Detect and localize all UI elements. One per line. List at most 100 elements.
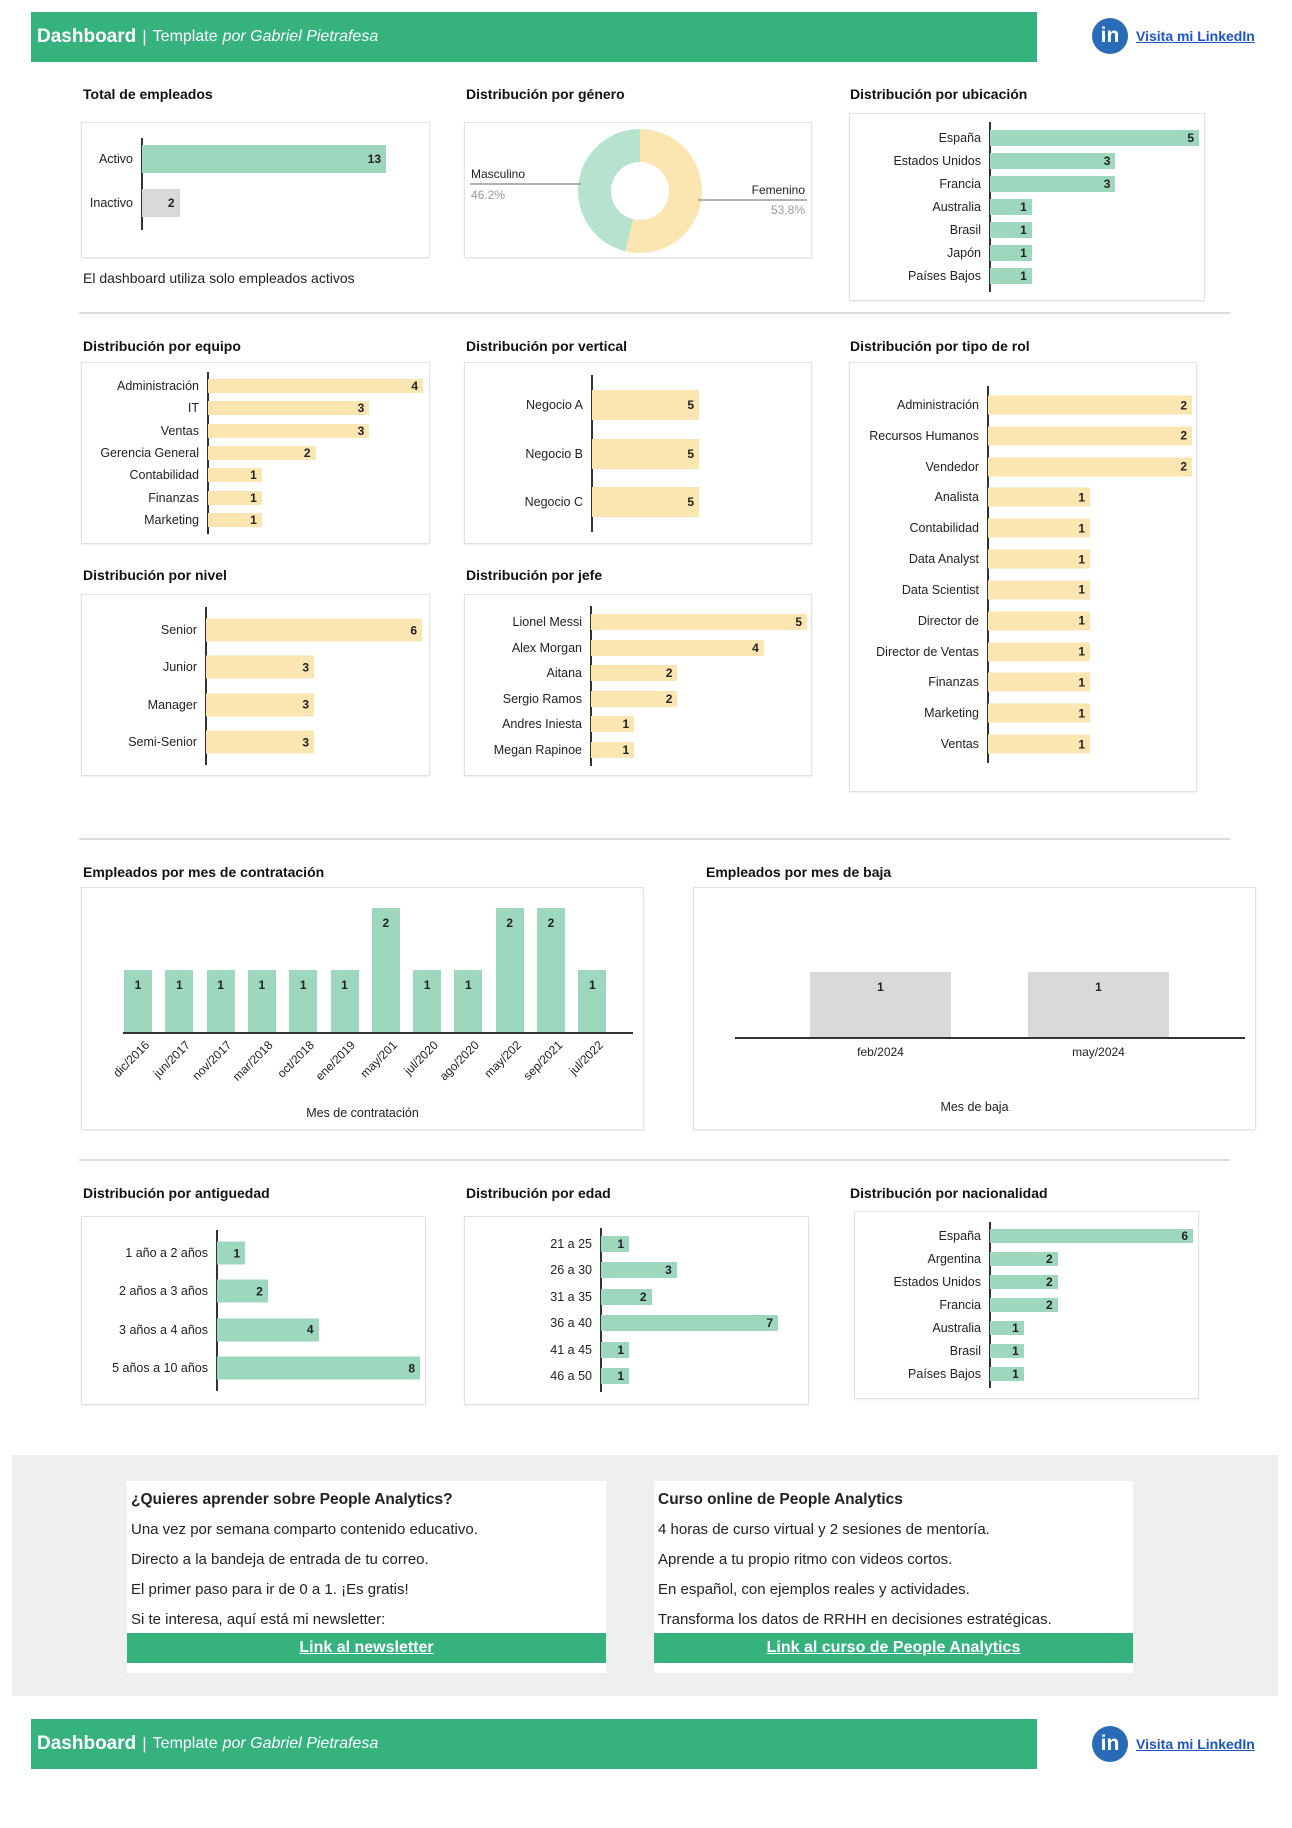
y-axis-line: [216, 1230, 218, 1391]
linkedin-link-label[interactable]: Visita mi LinkedIn: [1136, 1736, 1255, 1752]
bar: 1: [591, 716, 635, 733]
header-separator: |: [142, 27, 147, 46]
category-label: 5 años a 10 años: [112, 1361, 208, 1375]
newsletter-line: Directo a la bandeja de entrada de tu co…: [131, 1551, 429, 1568]
bar-value-label: 6: [1181, 1229, 1188, 1243]
bar-value-label: 6: [410, 623, 417, 637]
bar: 1: [988, 580, 1090, 600]
category-label: 26 a 30: [550, 1263, 592, 1278]
category-label: Data Scientist: [901, 582, 979, 597]
x-axis-title: Mes de contratación: [306, 1106, 419, 1120]
title-edad: Distribución por edad: [466, 1185, 611, 1201]
x-tick-label: nov/2017: [189, 1038, 235, 1083]
bar: 1: [454, 970, 483, 1032]
bar-value-label: 2: [1180, 428, 1187, 443]
bar: 5: [591, 614, 807, 630]
category-label: Activo: [98, 152, 133, 166]
category-label: Junior: [162, 660, 197, 675]
bar-value-label: 1: [1012, 1344, 1019, 1358]
bar-value-label: 2: [665, 691, 673, 706]
bar-value-label: 2: [1180, 398, 1187, 412]
x-tick-label: jul/2022: [566, 1038, 607, 1078]
category-label: Gerencia General: [100, 446, 199, 460]
category-label: Ventas: [160, 423, 199, 438]
newsletter-line: El primer paso para ir de 0 a 1. ¡Es gra…: [131, 1581, 409, 1598]
bar-value-label: 5: [687, 446, 694, 461]
chart-nacionalidad: España 6 Argentina 2 Estados Unidos 2 Francia 2…: [854, 1211, 1199, 1399]
course-line: Aprende a tu propio ritmo con videos cor…: [658, 1551, 953, 1568]
pct-femenino: 53.8%: [770, 203, 805, 217]
chart-genero: Masculino 46.2% Femenino 53.8%: [464, 122, 812, 258]
pct-masculino: 46.2%: [471, 188, 506, 202]
y-axis-line: [207, 372, 209, 534]
bar: 1: [988, 642, 1090, 662]
donut-slice-masculino: [578, 129, 640, 252]
linkedin-link-label[interactable]: Visita mi LinkedIn: [1136, 28, 1255, 44]
linkedin-icon: in: [1092, 1726, 1128, 1762]
bar: 6: [990, 1229, 1193, 1243]
bar-value-label: 1: [1020, 200, 1027, 214]
chart-ubicacion: España 5 Estados Unidos 3 Francia 3 Australia 1…: [849, 113, 1205, 301]
bar-value-label: 1: [465, 978, 472, 992]
y-axis-line: [989, 122, 991, 292]
y-axis-line: [205, 607, 207, 765]
category-label: Japón: [946, 246, 981, 260]
chart-jefe: Lionel Messi 5 Alex Morgan 4 Aitana 2 Sergio R…: [464, 594, 812, 776]
title-nacionalidad: Distribución por nacionalidad: [850, 1185, 1048, 1201]
bar-value-label: 3: [665, 1263, 672, 1278]
bar: 5: [592, 390, 699, 420]
bar: 1: [988, 518, 1090, 538]
category-label: Países Bajos: [908, 1367, 981, 1381]
bar: 2: [988, 426, 1192, 446]
header-banner: Dashboard | Template por Gabriel Pietraf…: [31, 12, 1037, 62]
bar-value-label: 5: [795, 615, 802, 629]
bar-value-label: 1: [1020, 246, 1027, 260]
dashboard-note: El dashboard utiliza solo empleados acti…: [83, 270, 355, 286]
bar-value-label: 1: [617, 1342, 624, 1357]
bar-value-label: 3: [357, 423, 365, 438]
x-tick-label: may/201: [357, 1038, 400, 1081]
bar-value-label: 1: [1012, 1321, 1019, 1335]
category-label: IT: [187, 401, 199, 416]
bar-value-label: 3: [357, 401, 365, 416]
bar: 3: [990, 153, 1116, 169]
bar-value-label: 1: [1078, 675, 1085, 690]
category-label: Vendedor: [925, 459, 979, 474]
bar-value-label: 1: [617, 1237, 624, 1251]
bar: 1: [990, 222, 1032, 238]
bar: 1: [990, 1321, 1024, 1335]
divider: [79, 1159, 1230, 1161]
linkedin-icon: in: [1092, 18, 1128, 54]
y-axis-line: [987, 386, 989, 763]
newsletter-link-button[interactable]: Link al newsletter: [127, 1633, 606, 1663]
title-jefe: Distribución por jefe: [466, 567, 603, 583]
bar: 3: [990, 176, 1116, 192]
x-tick-label: may/2024: [1072, 1045, 1125, 1059]
bar-value-label: 1: [622, 717, 630, 732]
bar-value-label: 13: [367, 152, 381, 166]
bar-value-label: 5: [687, 495, 694, 509]
linkedin-link[interactable]: in Visita mi LinkedIn: [1092, 18, 1255, 54]
bar: 2: [990, 1298, 1058, 1312]
category-label: 36 a 40: [550, 1316, 592, 1331]
newsletter-title: ¿Quieres aprender sobre People Analytics…: [131, 1491, 453, 1508]
bar-value-label: 2: [167, 196, 175, 210]
bar: 4: [208, 379, 423, 393]
label-masculino: Masculino: [471, 167, 526, 181]
title-total: Total de empleados: [83, 86, 213, 102]
header-title: Dashboard: [37, 26, 137, 47]
bar-value-label: 2: [382, 916, 390, 930]
category-label: Alex Morgan: [511, 640, 582, 655]
bar-value-label: 3: [302, 735, 309, 749]
bar: 1: [124, 970, 152, 1032]
title-genero: Distribución por género: [466, 86, 625, 102]
course-link-button[interactable]: Link al curso de People Analytics: [654, 1633, 1133, 1663]
chart-nivel: Senior 6 Junior 3 Manager 3 Semi-Senior 3: [81, 594, 430, 776]
bar: 8: [217, 1356, 420, 1380]
bar-value-label: 1: [134, 978, 142, 992]
bar-value-label: 1: [1078, 582, 1085, 597]
bar-value-label: 1: [250, 513, 257, 527]
linkedin-link-footer[interactable]: in Visita mi LinkedIn: [1092, 1726, 1255, 1762]
category-label: Argentina: [927, 1252, 981, 1266]
bar-value-label: 4: [752, 640, 759, 655]
